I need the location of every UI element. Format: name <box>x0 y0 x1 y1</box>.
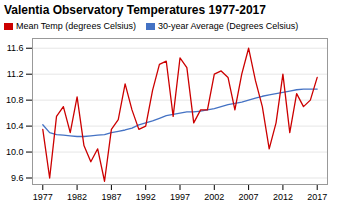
html-text:Mean Temp (degrees Celsius): Mean Temp (degrees Celsius) <box>16 21 136 31</box>
svg-text:11.2: 11.2 <box>7 69 24 79</box>
svg-text:1977: 1977 <box>33 192 53 202</box>
svg-text:10.8: 10.8 <box>6 95 24 105</box>
svg-text:2012: 2012 <box>273 192 293 202</box>
svg-text:11.6: 11.6 <box>7 43 24 53</box>
svg-text:9.6: 9.6 <box>11 173 24 183</box>
svg-text:1982: 1982 <box>67 192 87 202</box>
svg-text:2007: 2007 <box>239 192 259 202</box>
svg-text:2017: 2017 <box>307 192 327 202</box>
svg-text:10.4: 10.4 <box>6 121 24 131</box>
svg-text:1997: 1997 <box>170 192 190 202</box>
svg-text:2002: 2002 <box>204 192 224 202</box>
svg-text:10.0: 10.0 <box>6 147 24 157</box>
html-text:Valentia Observatory Temperatu: Valentia Observatory Temperatures 1977-2… <box>4 3 266 17</box>
svg-text:1992: 1992 <box>136 192 156 202</box>
svg-text:1987: 1987 <box>101 192 121 202</box>
html-text:30-year Average (Degrees Celsi: 30-year Average (Degrees Celsius) <box>157 21 299 31</box>
